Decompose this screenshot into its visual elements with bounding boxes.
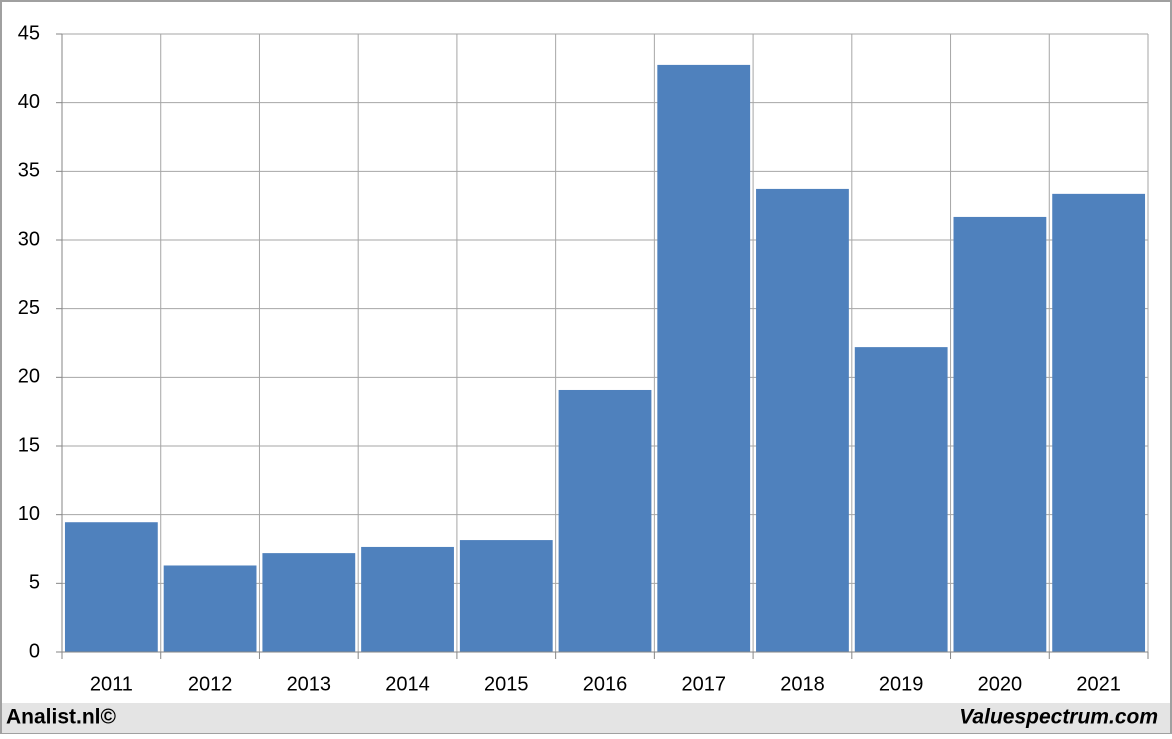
y-tick-label: 15 xyxy=(18,434,40,456)
y-tick-label: 10 xyxy=(18,503,40,525)
bar xyxy=(361,546,454,652)
y-tick-label: 20 xyxy=(18,366,40,388)
x-tick-label: 2014 xyxy=(385,673,430,695)
bar xyxy=(459,540,553,652)
x-tick-label: 2017 xyxy=(681,673,726,695)
x-tick-label: 2020 xyxy=(978,673,1023,695)
credit-right: Valuespectrum.com xyxy=(959,706,1158,729)
credit-left: Analist.nl© xyxy=(6,706,117,729)
x-tick-label: 2012 xyxy=(188,673,233,695)
x-tick-label: 2011 xyxy=(90,673,133,695)
x-tick-label: 2021 xyxy=(1076,673,1121,695)
bar xyxy=(756,188,849,653)
y-tick-label: 30 xyxy=(18,228,40,250)
bar xyxy=(1052,193,1146,652)
x-tick-label: 2015 xyxy=(484,673,529,695)
y-tick-label: 35 xyxy=(18,160,40,182)
bar xyxy=(558,389,652,652)
y-tick-label: 40 xyxy=(18,91,40,113)
y-tick-label: 5 xyxy=(29,572,40,594)
y-tick-label: 45 xyxy=(18,22,40,44)
bar xyxy=(262,553,356,652)
bar xyxy=(953,216,1047,653)
bar xyxy=(854,347,948,652)
x-tick-label: 2018 xyxy=(780,673,825,695)
y-tick-label: 25 xyxy=(18,297,40,319)
y-tick-label: 0 xyxy=(29,640,40,662)
x-tick-label: 2013 xyxy=(287,673,332,695)
bar xyxy=(657,64,751,652)
footer-band xyxy=(2,703,1170,733)
x-tick-label: 2019 xyxy=(879,673,924,695)
bar xyxy=(64,522,158,652)
x-tick-label: 2016 xyxy=(583,673,628,695)
bar xyxy=(163,565,257,652)
